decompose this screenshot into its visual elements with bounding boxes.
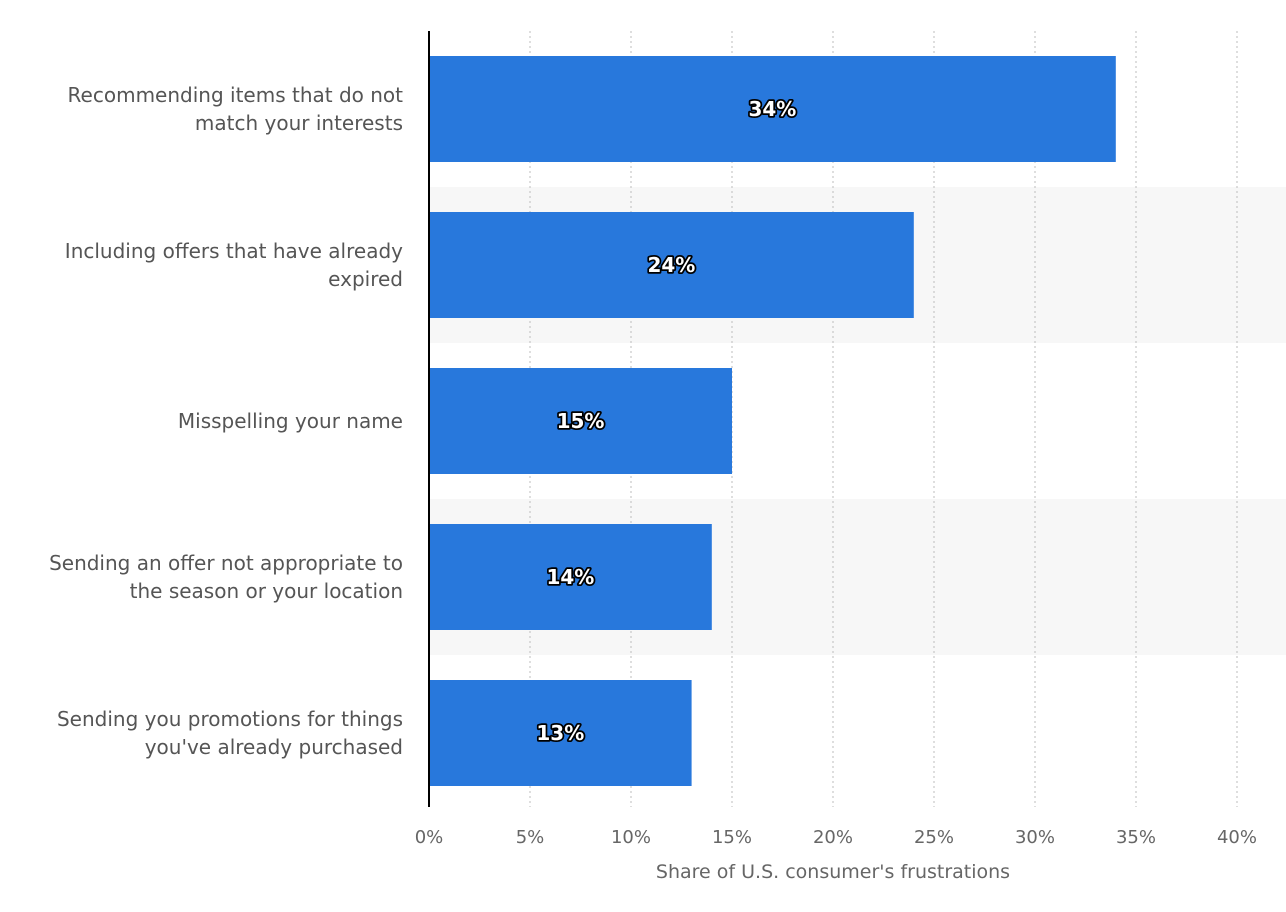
category-label: the season or your location [130,579,403,603]
x-tick-label: 35% [1116,827,1156,848]
category-label: Sending you promotions for things [57,707,403,731]
x-tick-label: 10% [611,827,651,848]
category-label: expired [328,267,403,291]
x-tick-label: 40% [1217,827,1257,848]
x-tick-label: 25% [914,827,954,848]
data-label: 14% [546,565,594,589]
data-label: 24% [647,253,695,277]
bar [429,680,692,786]
category-label: Including offers that have already [65,239,403,263]
x-axis-title: Share of U.S. consumer's frustrations [656,861,1010,883]
x-tick-labels: 0% 5% 10% 15% 20% 25% 30% 35% 40% [415,827,1257,848]
x-tick-label: 15% [712,827,752,848]
category-label: Recommending items that do not [68,83,404,107]
bar [429,56,1116,162]
x-tick-label: 5% [516,827,545,848]
category-label: match your interests [195,111,403,135]
bars: 34% 24% 15% 14% 13% [429,56,1116,786]
gridlines [529,31,1238,807]
bar [429,524,712,630]
bar [429,212,914,318]
x-tick-label: 20% [813,827,853,848]
category-label: you've already purchased [145,735,403,759]
bar [429,368,732,474]
data-label: 13% [536,721,584,745]
category-labels: Recommending items that do not match your… [49,83,403,759]
data-label: 34% [748,97,796,121]
x-tick-label: 30% [1015,827,1055,848]
category-label: Misspelling your name [178,409,403,433]
data-label: 15% [557,409,605,433]
category-label: Sending an offer not appropriate to [49,551,403,575]
x-tick-label: 0% [415,827,444,848]
